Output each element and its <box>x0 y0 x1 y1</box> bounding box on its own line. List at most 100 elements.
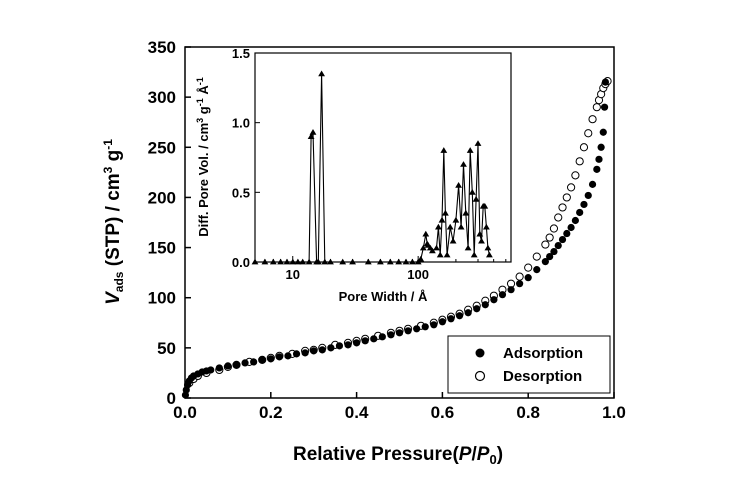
main-plot-frame <box>184 46 615 399</box>
pore-distribution-point <box>289 258 297 265</box>
adsorption-point <box>481 301 489 309</box>
inset-y-tick-label: 1.0 <box>232 116 250 131</box>
desorption-point <box>515 272 524 281</box>
y-tick-label: 0 <box>167 389 176 408</box>
y-tick-label: 100 <box>148 289 176 308</box>
desorption-point <box>532 252 541 261</box>
adsorption-point <box>335 342 344 350</box>
adsorption-point <box>241 359 249 367</box>
legend-desorption-label: Desorption <box>503 368 582 385</box>
adsorption-point <box>600 103 609 111</box>
adsorption-point <box>593 165 601 173</box>
y-tick-label: 150 <box>148 239 176 258</box>
adsorption-point <box>580 200 588 209</box>
legend-adsorption-label: Adsorption <box>503 345 583 362</box>
desorption-point <box>562 193 571 202</box>
pore-distribution-point <box>386 258 394 265</box>
desorption-point <box>524 263 533 272</box>
pore-distribution-point <box>478 237 485 244</box>
y-tick-label: 300 <box>148 88 176 107</box>
inset-y-axis-title: Diff. Pore Vol. / cm3 g-1 Å-1 <box>195 77 211 237</box>
pore-distribution-point <box>377 258 384 265</box>
pore-distribution-point <box>474 140 482 146</box>
adsorption-point <box>584 191 592 200</box>
inset-y-tick-label: 1.5 <box>232 46 250 61</box>
x-tick-label: 0.4 <box>345 403 369 422</box>
desorption-point <box>549 224 559 233</box>
adsorption-point <box>284 352 292 360</box>
pore-distribution-point <box>349 258 356 265</box>
desorption-point <box>584 129 593 138</box>
pore-distribution-point <box>476 230 484 237</box>
adsorption-point <box>588 180 597 188</box>
desorption-point <box>558 203 567 212</box>
pore-distribution-point <box>395 258 403 265</box>
legend: Adsorption Desorption <box>447 335 611 394</box>
adsorption-point <box>507 286 515 294</box>
adsorption-point <box>533 266 541 274</box>
desorption-point <box>545 233 554 242</box>
adsorption-point <box>597 143 605 151</box>
pore-distribution-point <box>457 223 465 230</box>
pore-distribution-point <box>442 209 449 216</box>
desorption-point <box>592 103 601 112</box>
adsorption-point <box>327 344 335 352</box>
x-tick-label: 1.0 <box>602 403 626 422</box>
adsorption-point <box>576 208 584 217</box>
pore-distribution-point <box>464 244 472 251</box>
x-tick-label: 0.2 <box>259 403 283 422</box>
pore-distribution-point <box>409 258 416 265</box>
inset-axis-ticks: 10 100 0.0 0.5 1.0 1.5 <box>232 46 507 282</box>
pore-distribution-point <box>339 258 347 265</box>
x-tick-label: 0.0 <box>173 403 197 422</box>
inset-x-tick-label: 10 <box>286 267 300 282</box>
desorption-point <box>541 240 550 249</box>
pore-distribution-point <box>269 258 277 265</box>
adsorption-point <box>455 312 464 320</box>
desorption-point <box>571 171 580 180</box>
adsorption-point <box>464 309 472 317</box>
pore-distribution-point <box>483 223 490 230</box>
inset-plot-frame <box>254 52 512 263</box>
pore-distribution-point <box>251 258 259 265</box>
y-tick-label: 200 <box>148 188 176 207</box>
inset-y-tick-label: 0.5 <box>232 185 250 200</box>
adsorption-point <box>395 329 404 337</box>
y-tick-label: 250 <box>148 138 176 157</box>
adsorption-point <box>207 366 215 374</box>
adsorption-point <box>370 335 378 343</box>
adsorption-point <box>232 361 241 369</box>
adsorption-point <box>498 291 507 299</box>
inset-x-axis-title: Pore Width / Å <box>339 289 428 304</box>
adsorption-point <box>599 128 607 136</box>
pore-distribution-point <box>309 129 317 135</box>
adsorption-point <box>318 346 326 354</box>
pore-distribution-point <box>364 258 372 265</box>
x-axis-title: Relative Pressure(P/P0) <box>293 444 503 467</box>
pore-distribution-point <box>261 258 269 265</box>
y-tick-label: 350 <box>148 38 176 57</box>
adsorption-point <box>563 229 571 238</box>
adsorption-point <box>438 318 446 326</box>
pore-distribution-point <box>283 258 291 265</box>
adsorption-point <box>421 323 429 331</box>
pore-distribution-point <box>327 258 334 265</box>
legend-adsorption-marker <box>475 348 485 358</box>
pore-distribution-point <box>417 255 425 262</box>
adsorption-point <box>430 321 438 329</box>
adsorption-point <box>310 347 318 355</box>
pore-distribution-series <box>251 70 493 265</box>
pore-distribution-point <box>472 195 480 202</box>
pore-distribution-point <box>481 202 489 209</box>
pore-distribution-point <box>294 258 302 265</box>
adsorption-point <box>258 356 266 364</box>
legend-desorption-marker <box>474 370 486 382</box>
adsorption-point <box>595 155 603 163</box>
pore-distribution-point <box>277 258 284 265</box>
adsorption-point <box>550 247 558 256</box>
adsorption-point <box>378 333 386 341</box>
inset-chart: 10 100 0.0 0.5 1.0 1.5 Pore Width / Å Diff. P… <box>195 46 512 304</box>
pore-distribution-point <box>419 244 427 251</box>
pore-distribution-point <box>422 230 430 237</box>
